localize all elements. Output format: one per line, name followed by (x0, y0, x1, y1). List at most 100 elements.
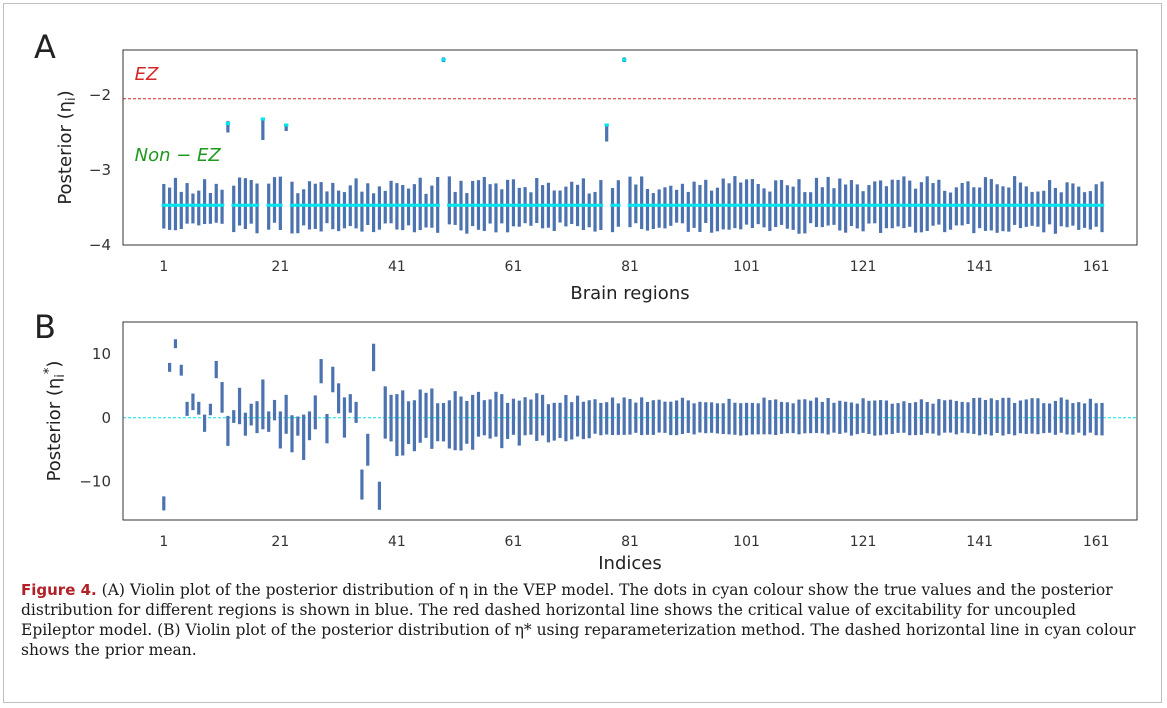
violin-bar (337, 190, 341, 232)
panel-a: A EZ Non − EZ 1 21 41 61 81 101 121 141 161 −4−3… (34, 28, 1138, 304)
violin-bar (640, 176, 644, 230)
violin-bar (296, 416, 300, 436)
violin-bar (476, 391, 481, 437)
violin-bar (325, 191, 329, 224)
violin-bar (651, 400, 655, 435)
true-value-dot (283, 123, 289, 127)
violin-bar (779, 179, 784, 225)
violin-bar (809, 192, 813, 224)
violin-bar (884, 400, 889, 435)
violin-bar (441, 402, 446, 442)
violin-bar (733, 176, 737, 229)
violin-bar (296, 193, 300, 234)
violin-bar (925, 176, 929, 231)
violin-bar (756, 403, 760, 435)
violin-bar (1042, 190, 1046, 233)
violin-bar (1030, 398, 1034, 434)
violin-bar (919, 182, 923, 233)
violin-bar (657, 189, 661, 228)
violin-bar (814, 397, 819, 433)
violin-bar (424, 392, 428, 438)
violin-bar (733, 402, 737, 435)
violin-bar (983, 399, 988, 435)
violin-bar (727, 398, 731, 435)
violin-bar (575, 395, 580, 437)
violin-bar (803, 192, 807, 234)
violin-bar (972, 398, 976, 434)
violin-bar (267, 411, 271, 432)
x-tick-label: 161 (1083, 259, 1110, 275)
violin-bar (581, 401, 585, 440)
violin-bar (791, 186, 795, 230)
violin-bar (1077, 186, 1081, 230)
true-value-dot (225, 122, 231, 125)
violin-bar (488, 399, 492, 439)
violin-bar (255, 401, 259, 434)
violin-bar (698, 401, 702, 433)
violin-bar (616, 180, 620, 227)
violin-bar (972, 187, 976, 234)
violin-bar (284, 394, 288, 434)
violin-bar (1088, 398, 1092, 433)
violin-bar (162, 496, 166, 511)
panel-a-true-values (161, 58, 1105, 207)
figure-caption: Figure 4. (A) Violin plot of the posteri… (21, 580, 1141, 660)
violin-bar (785, 402, 789, 434)
violin-bar (360, 191, 364, 232)
violin-bar (226, 121, 230, 133)
true-value-dots (627, 203, 1105, 207)
violin-bar (278, 411, 282, 449)
violin-bar (1047, 403, 1052, 433)
violin-bar (709, 190, 714, 233)
violin-bar (849, 402, 854, 436)
y-tick-label: −4 (89, 236, 111, 254)
violin-bar (168, 187, 172, 230)
violin-bar (978, 187, 982, 229)
violin-bar (226, 415, 230, 446)
violin-bar (220, 189, 224, 224)
violin-bar (191, 393, 195, 411)
violin-bar (232, 185, 236, 233)
violin-bar (506, 402, 510, 439)
true-value-dots (231, 203, 260, 207)
true-value-dots (289, 203, 440, 207)
violin-bar (307, 411, 312, 441)
y-label-subscript: i (64, 97, 79, 101)
y-label-subscript: i (53, 374, 68, 378)
violin-bar (715, 187, 720, 232)
violin-bar (1053, 187, 1058, 234)
violin-bar (1053, 400, 1058, 435)
violin-bar (704, 402, 708, 434)
violin-bar (593, 399, 597, 434)
violin-bar (913, 402, 918, 436)
y-tick-label: 10 (92, 345, 111, 363)
violin-bar (739, 403, 743, 436)
violin-bar (290, 415, 294, 453)
violin-bar (645, 401, 650, 435)
violin-bar (826, 398, 830, 435)
panel-a-y-axis-label: Posterior (ηi) (55, 90, 79, 204)
violin-bar (1013, 176, 1017, 225)
violin-bar (406, 188, 411, 226)
violin-bar (937, 179, 941, 225)
violin-bar (500, 394, 504, 449)
violin-bar (191, 193, 195, 224)
violin-bar (1042, 403, 1046, 434)
violin-bar (610, 397, 615, 436)
violin-bar (197, 190, 201, 226)
panel-b-y-ticks: −10 0 10 (79, 345, 111, 491)
violin-bar (1007, 397, 1011, 435)
violin-bar (1036, 398, 1040, 435)
violin-bar (366, 433, 370, 466)
violin-bar (290, 181, 294, 234)
violin-bar (179, 191, 183, 230)
caption-figure-label: Figure 4. (21, 581, 97, 599)
violin-bar (645, 188, 650, 231)
x-tick-label: 161 (1083, 534, 1110, 550)
violin-bar (931, 403, 935, 434)
true-value-dots (610, 203, 621, 207)
violin-bar (744, 179, 749, 225)
violin-bar (360, 469, 364, 500)
x-tick-label: 101 (733, 534, 760, 550)
violin-bar (797, 399, 801, 435)
